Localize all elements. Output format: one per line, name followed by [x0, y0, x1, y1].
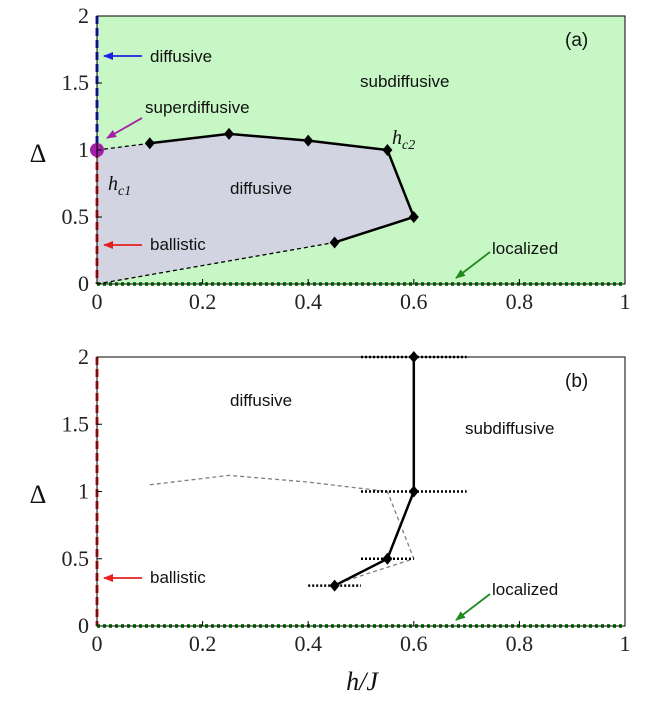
a-ytick-label: 0.5 — [62, 204, 90, 229]
label-diffusive-top: diffusive — [150, 47, 212, 66]
a-xtick-label: 0 — [92, 289, 103, 314]
b-xtick-label: 0.2 — [189, 631, 217, 656]
arrow-superdiffusive — [106, 117, 143, 139]
label-subdiffusive-b: subdiffusive — [465, 419, 554, 438]
panel-b: 0 0.2 0.4 0.6 0.8 1 0 0.5 1 1.5 2 (b) Δ h/J diffu… — [30, 344, 631, 696]
hc2-marker — [144, 137, 155, 150]
a-ytick-label: 1 — [78, 137, 89, 162]
hc1-lower-dashed-line — [96, 241, 335, 285]
x-ticks-b: 0 0.2 0.4 0.6 0.8 1 — [92, 621, 631, 656]
label-diffusive-mid: diffusive — [230, 179, 292, 198]
label-diffusive-b: diffusive — [230, 391, 292, 410]
a-xtick-label: 0.8 — [506, 289, 534, 314]
label-ballistic-a: ballistic — [150, 235, 206, 254]
hc2-marker — [303, 134, 314, 147]
a-ytick-label: 1.5 — [62, 70, 90, 95]
label-ballistic-b: ballistic — [150, 568, 206, 587]
panel-label-b: (b) — [565, 371, 588, 392]
hc2-marker — [329, 236, 340, 249]
arrow-localized-a — [455, 251, 491, 279]
ylabel-b: Δ — [30, 480, 47, 509]
hc1-upper-dashed-line — [96, 142, 150, 151]
a-xtick-label: 0.6 — [400, 289, 428, 314]
hc2-solid-line — [149, 132, 416, 244]
a-ytick-label: 2 — [78, 3, 89, 28]
boundary-marker — [408, 485, 419, 498]
ylabel-a: Δ — [30, 139, 47, 168]
b-ytick-label: 0 — [78, 613, 89, 638]
hc2-marker — [224, 127, 234, 140]
boundary-marker — [329, 579, 340, 592]
y-ticks-a: 0 0.5 1 1.5 2 — [62, 3, 102, 296]
hc2-markers — [144, 127, 419, 249]
a-xtick-label: 0.2 — [189, 289, 217, 314]
panel-a-boundary-reference — [149, 474, 415, 585]
a-xtick-label: 1 — [620, 289, 631, 314]
b-xtick-label: 0 — [92, 631, 103, 656]
b-ytick-label: 0.5 — [62, 546, 90, 571]
b-xtick-label: 0.4 — [294, 631, 322, 656]
b-ytick-label: 2 — [78, 344, 89, 369]
label-hc1: hc1 — [108, 173, 131, 199]
panel-label-a: (a) — [565, 30, 588, 51]
y-ticks-b: 0 0.5 1 1.5 2 — [62, 344, 102, 638]
label-subdiffusive-a: subdiffusive — [360, 72, 449, 91]
boundary-solid-line-b — [334, 357, 416, 587]
b-ytick-label: 1 — [78, 479, 89, 504]
boundary-marker — [382, 552, 393, 565]
b-xtick-label: 0.8 — [506, 631, 534, 656]
arrow-localized-b — [455, 593, 491, 621]
hc2-marker — [408, 211, 419, 223]
diffusive-region — [97, 133, 414, 284]
xlabel-b: h/J — [346, 667, 379, 696]
label-localized-a: localized — [492, 239, 558, 258]
a-ytick-label: 0 — [78, 271, 89, 296]
label-localized-b: localized — [492, 580, 558, 599]
b-xtick-label: 0.6 — [400, 631, 428, 656]
b-xtick-label: 1 — [620, 631, 631, 656]
label-hc2: hc2 — [392, 127, 415, 153]
x-ticks-a: 0 0.2 0.4 0.6 0.8 1 — [92, 279, 631, 314]
b-ytick-label: 1.5 — [62, 411, 90, 436]
a-xtick-label: 0.4 — [294, 289, 322, 314]
panel-a: 0 0.2 0.4 0.6 0.8 1 0 0.5 1 1.5 2 (a) Δ diffusive… — [30, 3, 631, 314]
label-superdiffusive: superdiffusive — [145, 98, 250, 117]
hc2-marker — [382, 144, 393, 156]
